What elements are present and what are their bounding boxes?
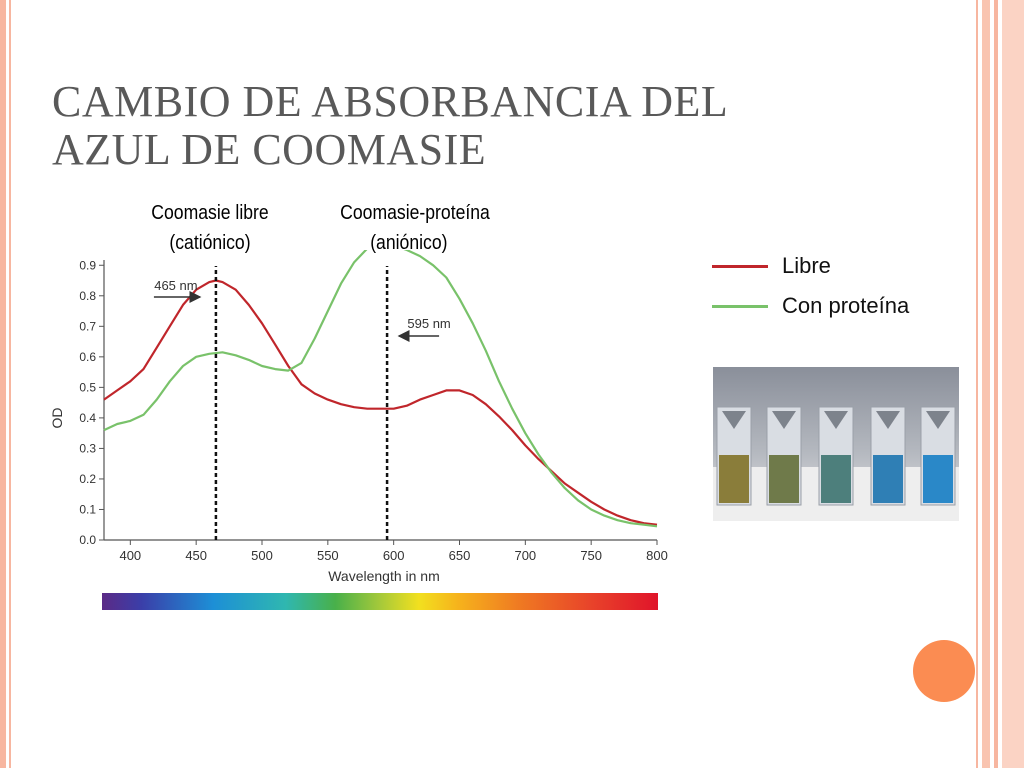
x-tick-label: 600 bbox=[383, 548, 405, 563]
x-axis-label: Wavelength in nm bbox=[328, 568, 440, 584]
cuvette-solution bbox=[873, 455, 903, 503]
y-tick-label: 0.7 bbox=[79, 319, 96, 333]
free-form-charge: (catiónico) bbox=[169, 232, 251, 254]
cuvette-solution bbox=[821, 455, 851, 503]
series-con-proteina-line bbox=[103, 250, 658, 528]
title-line-1: CAMBIO DE ABSORBANCIA DEL bbox=[52, 77, 729, 126]
x-tick-label: 500 bbox=[251, 548, 273, 563]
cuvette-top bbox=[722, 411, 746, 429]
legend-item-con-proteina: Con proteína bbox=[712, 286, 909, 326]
peak-label: 595 nm bbox=[407, 316, 450, 331]
slide-title: CAMBIO DE ABSORBANCIA DEL AZUL DE COOMAS… bbox=[52, 78, 812, 174]
y-tick-label: 0.1 bbox=[79, 502, 96, 516]
absorbance-chart: 400 450 500 550 600 650 700 750 800 0.0 0.1 0.2 0.3 0… bbox=[49, 250, 668, 584]
x-tick-label: 550 bbox=[317, 548, 339, 563]
cuvettes-photo bbox=[713, 367, 959, 521]
y-tick-label: 0.2 bbox=[79, 472, 96, 486]
bound-form-label: Coomasie-proteína bbox=[340, 202, 490, 224]
cuvette-solution bbox=[923, 455, 953, 503]
legend-swatch-con-proteina bbox=[712, 304, 768, 308]
legend-label-con-proteina: Con proteína bbox=[782, 293, 910, 318]
cuvette-solution bbox=[719, 455, 749, 503]
cuvette-top bbox=[824, 411, 848, 429]
right-decorative-stripes bbox=[976, 0, 1024, 768]
y-tick-label: 0.4 bbox=[79, 411, 96, 425]
cuvette-top bbox=[876, 411, 900, 429]
x-tick-label: 650 bbox=[449, 548, 471, 563]
x-tick-label: 700 bbox=[514, 548, 536, 563]
x-tick-label: 800 bbox=[646, 548, 668, 563]
bound-form-annotation: Coomasie-proteína (aniónico) bbox=[314, 198, 516, 258]
legend-swatch-libre bbox=[712, 264, 768, 268]
y-tick-label: 0.3 bbox=[79, 441, 96, 455]
free-form-annotation: Coomasie libre (catiónico) bbox=[131, 198, 289, 258]
cuvette-top bbox=[926, 411, 950, 429]
free-form-label: Coomasie libre bbox=[151, 202, 269, 224]
y-tick-label: 0.5 bbox=[79, 380, 96, 394]
x-tick-label: 400 bbox=[119, 548, 141, 563]
chart-legend: Libre Con proteína bbox=[712, 246, 909, 326]
cuvette-solution bbox=[769, 455, 799, 503]
visible-spectrum-bar bbox=[102, 593, 658, 610]
series-libre-line bbox=[103, 279, 658, 526]
legend-label-libre: Libre bbox=[782, 253, 831, 278]
x-tick-label: 450 bbox=[185, 548, 207, 563]
decorative-circle bbox=[913, 640, 975, 702]
y-axis-label: OD bbox=[49, 408, 65, 429]
y-tick-label: 0.0 bbox=[79, 533, 96, 547]
bound-form-charge: (aniónico) bbox=[370, 232, 448, 254]
peak-label: 465 nm bbox=[154, 278, 197, 293]
left-accent-line bbox=[9, 0, 11, 768]
y-tick-label: 0.9 bbox=[79, 258, 96, 272]
cuvette-top bbox=[772, 411, 796, 429]
left-accent-bar bbox=[0, 0, 6, 768]
y-tick-label: 0.8 bbox=[79, 289, 96, 303]
legend-item-libre: Libre bbox=[712, 246, 909, 286]
y-tick-label: 0.6 bbox=[79, 350, 96, 364]
title-line-2: AZUL DE COOMASIE bbox=[52, 125, 487, 174]
x-tick-label: 750 bbox=[580, 548, 602, 563]
